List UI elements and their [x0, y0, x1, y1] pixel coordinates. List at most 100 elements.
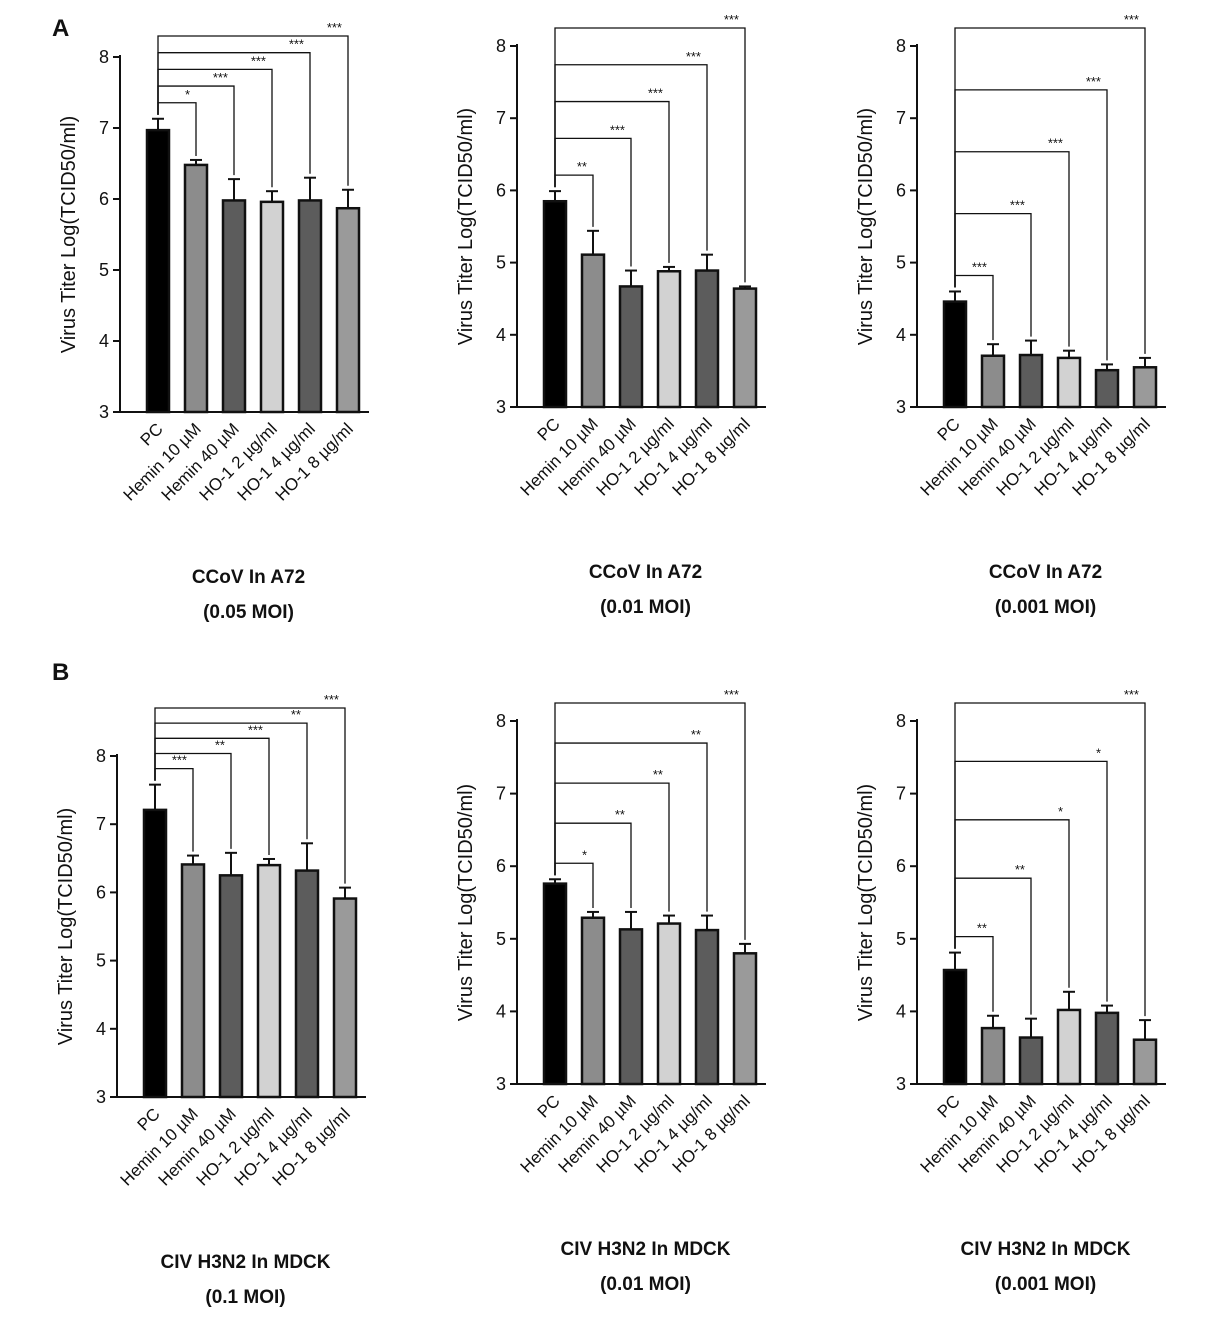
y-tick-label: 6: [896, 180, 906, 200]
bar: [618, 928, 644, 1086]
significance-label: **: [1015, 862, 1025, 877]
y-tick-label: 4: [99, 331, 109, 351]
significance-label: ***: [289, 37, 304, 52]
bar: [694, 928, 720, 1086]
y-axis-title: Virus Titer Log(TCID50/ml): [455, 784, 477, 1021]
y-tick-label: 6: [96, 882, 106, 902]
y-tick-label: 5: [496, 253, 506, 273]
bar: [1056, 1008, 1082, 1086]
chart-title: CCoV In A72: [589, 562, 702, 583]
significance-label: **: [615, 807, 625, 822]
y-axis-title: Virus Titer Log(TCID50/ml): [55, 808, 77, 1045]
significance-bracket: [954, 151, 1070, 347]
bar: [542, 199, 568, 409]
y-tick-label: 6: [896, 856, 906, 876]
significance-bracket: [157, 68, 273, 188]
y-tick-label: 3: [896, 397, 906, 417]
significance-bracket: [954, 27, 1146, 354]
y-tick-label: 6: [99, 189, 109, 209]
significance-label: **: [577, 159, 587, 174]
significance-label: *: [1096, 745, 1101, 760]
significance-label: **: [691, 727, 701, 742]
panel-label-a: A: [52, 15, 69, 42]
chart-title: CCoV In A72: [989, 562, 1102, 583]
significance-label: ***: [686, 49, 701, 64]
bar: [1056, 356, 1082, 409]
significance-label: ***: [648, 86, 663, 101]
y-tick-label: 3: [99, 402, 109, 422]
significance-label: *: [582, 847, 587, 862]
y-tick-label: 5: [896, 929, 906, 949]
bar: [180, 863, 206, 1099]
significance-label: ***: [172, 753, 187, 768]
significance-bracket: [554, 702, 746, 940]
y-tick-label: 3: [896, 1074, 906, 1094]
chart-subtitle: (0.001 MOI): [995, 597, 1096, 618]
chart-subtitle: (0.01 MOI): [600, 1274, 691, 1295]
bar: [1018, 353, 1044, 409]
y-tick-label: 4: [896, 1001, 906, 1021]
bar: [732, 952, 758, 1086]
y-tick-label: 3: [496, 397, 506, 417]
y-axis-title: Virus Titer Log(TCID50/ml): [455, 108, 477, 345]
category-label: PC: [934, 1091, 964, 1121]
significance-bracket: [154, 707, 346, 884]
chart-title: CIV H3N2 In MDCK: [161, 1252, 331, 1273]
bar: [145, 128, 171, 414]
bar: [942, 968, 968, 1086]
significance-bracket: [954, 702, 1146, 1017]
y-tick-label: 8: [496, 36, 506, 56]
y-tick-label: 6: [496, 180, 506, 200]
bar: [259, 200, 285, 414]
bar: [980, 1026, 1006, 1086]
y-tick-label: 4: [496, 325, 506, 345]
significance-label: ***: [1124, 687, 1139, 702]
chart-title: CIV H3N2 In MDCK: [561, 1239, 731, 1260]
significance-label: ***: [327, 20, 342, 35]
y-tick-label: 5: [896, 253, 906, 273]
significance-label: ***: [1086, 74, 1101, 89]
chart-title: CIV H3N2 In MDCK: [961, 1239, 1131, 1260]
y-tick-label: 6: [496, 856, 506, 876]
bar: [1132, 366, 1158, 409]
significance-label: ***: [1124, 12, 1139, 27]
y-tick-label: 5: [99, 260, 109, 280]
y-tick-label: 7: [96, 814, 106, 834]
chart-subtitle: (0.001 MOI): [995, 1274, 1096, 1295]
significance-label: ***: [724, 12, 739, 27]
y-tick-label: 8: [896, 36, 906, 56]
y-tick-label: 4: [896, 325, 906, 345]
chart-title: CCoV In A72: [192, 567, 305, 588]
bar: [656, 270, 682, 409]
y-tick-label: 7: [496, 784, 506, 804]
y-tick-label: 7: [896, 108, 906, 128]
y-tick-label: 8: [896, 711, 906, 731]
bar: [1094, 1011, 1120, 1086]
significance-label: ***: [724, 687, 739, 702]
category-label: PC: [534, 1091, 564, 1121]
y-tick-label: 3: [496, 1074, 506, 1094]
significance-label: ***: [324, 692, 339, 707]
y-tick-label: 4: [96, 1019, 106, 1039]
y-tick-label: 8: [496, 711, 506, 731]
chart-subtitle: (0.1 MOI): [205, 1287, 285, 1308]
bar: [656, 922, 682, 1086]
chart-subtitle: (0.05 MOI): [203, 602, 294, 623]
y-tick-label: 4: [496, 1001, 506, 1021]
y-tick-label: 7: [496, 108, 506, 128]
y-tick-label: 8: [96, 746, 106, 766]
significance-label: *: [1058, 804, 1063, 819]
bar: [221, 199, 247, 414]
significance-label: ***: [213, 70, 228, 85]
bar: [256, 863, 282, 1099]
bar: [980, 354, 1006, 409]
bar: [1018, 1036, 1044, 1086]
category-label: PC: [137, 419, 167, 449]
y-tick-label: 8: [99, 47, 109, 67]
